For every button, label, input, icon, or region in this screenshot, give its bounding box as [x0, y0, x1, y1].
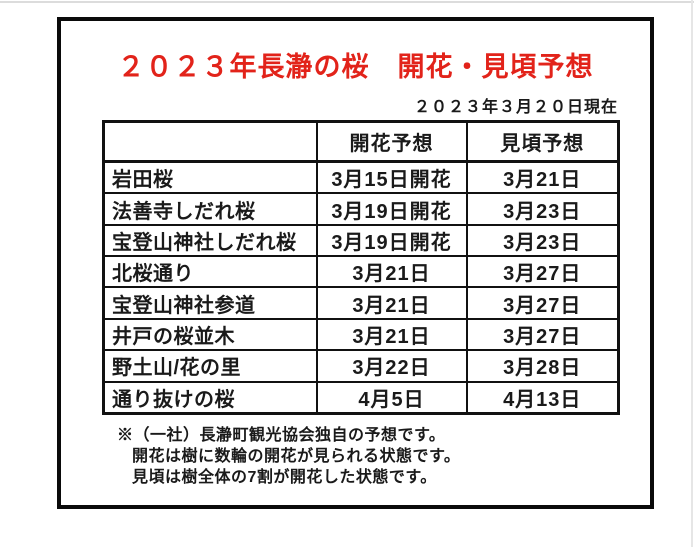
footnote-disclaimer: ※（一社）長瀞町観光協会独自の予想です。 [117, 427, 446, 444]
spot-name-cell: 法善寺しだれ桜 [102, 192, 318, 226]
footnote-best-viewing-definition: 見頃は樹全体の7割が開花した状態です。 [132, 469, 437, 486]
column-header-spot [102, 120, 318, 163]
spot-name-cell: 野土山/花の里 [102, 349, 318, 383]
best-viewing-date-cell: 3月27日 [465, 255, 620, 289]
best-viewing-date-cell: 3月23日 [465, 192, 620, 226]
best-viewing-date-cell: 3月27日 [465, 317, 620, 352]
spot-name-cell: 宝登山神社参道 [102, 286, 318, 320]
table-row: 北桜通り 3月21日 3月27日 [102, 255, 620, 289]
bloom-date-cell: 3月22日 [315, 349, 468, 383]
bloom-date-cell: 3月21日 [315, 317, 468, 352]
forecast-table: 開花予想 見頃予想 岩田桜 3月15日開花 3月21日 法善寺しだれ桜 3月19… [102, 120, 620, 415]
table-row: 宝登山神社参道 3月21日 3月27日 [102, 286, 620, 320]
table-header-row: 開花予想 見頃予想 [102, 120, 620, 163]
notice-frame: ２０２３年長瀞の桜 開花・見頃予想 ２０２３年３月２０日現在 開花予想 見頃予想… [57, 17, 654, 509]
bloom-date-cell: 3月19日開花 [315, 223, 468, 258]
table-row: 野土山/花の里 3月22日 3月28日 [102, 349, 620, 383]
page-title: ２０２３年長瀞の桜 開花・見頃予想 [117, 52, 594, 82]
spot-name-cell: 通り抜けの桜 [102, 380, 318, 415]
table-row: 井戸の桜並木 3月21日 3月27日 [102, 317, 620, 352]
page-top-edge-line [0, 1, 694, 3]
page-right-edge-line [691, 0, 693, 547]
table-row: 通り抜けの桜 4月5日 4月13日 [102, 380, 620, 415]
footnotes: ※（一社）長瀞町観光協会独自の予想です。 開花は樹に数輪の開花が見られる状態です… [117, 425, 460, 488]
bloom-date-cell: 3月21日 [315, 255, 468, 289]
best-viewing-date-cell: 3月21日 [465, 160, 620, 195]
table-row: 宝登山神社しだれ桜 3月19日開花 3月23日 [102, 223, 620, 258]
best-viewing-date-cell: 3月23日 [465, 223, 620, 258]
best-viewing-date-cell: 4月13日 [465, 380, 620, 415]
bloom-date-cell: 3月19日開花 [315, 192, 468, 226]
bloom-date-cell: 3月21日 [315, 286, 468, 320]
spot-name-cell: 井戸の桜並木 [102, 317, 318, 352]
as-of-date: ２０２３年３月２０日現在 [413, 99, 618, 116]
footnote-bloom-definition: 開花は樹に数輪の開花が見られる状態です。 [132, 448, 461, 465]
bloom-date-cell: 4月5日 [315, 380, 468, 415]
spot-name-cell: 北桜通り [102, 255, 318, 289]
column-header-bloom-forecast: 開花予想 [315, 120, 468, 163]
spot-name-cell: 宝登山神社しだれ桜 [102, 223, 318, 258]
spot-name-cell: 岩田桜 [102, 160, 318, 195]
table-row: 法善寺しだれ桜 3月19日開花 3月23日 [102, 192, 620, 226]
best-viewing-date-cell: 3月27日 [465, 286, 620, 320]
best-viewing-date-cell: 3月28日 [465, 349, 620, 383]
bloom-date-cell: 3月15日開花 [315, 160, 468, 195]
column-header-best-viewing-forecast: 見頃予想 [465, 120, 620, 163]
table-row: 岩田桜 3月15日開花 3月21日 [102, 160, 620, 195]
